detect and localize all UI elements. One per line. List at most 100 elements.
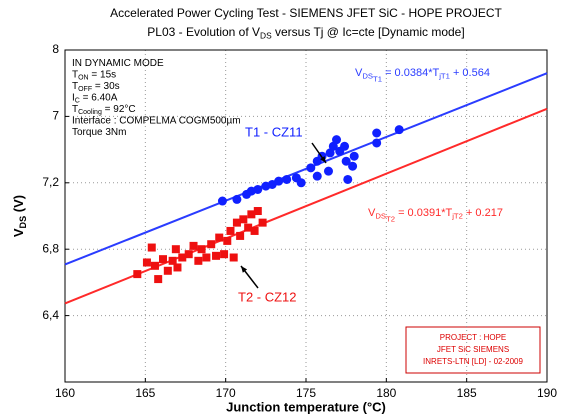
point	[323, 166, 333, 176]
point	[215, 233, 224, 242]
series-label: T2 - CZ12	[238, 289, 297, 304]
point	[232, 218, 241, 227]
x-tick-label: 175	[296, 386, 316, 400]
point	[178, 253, 187, 262]
text-part: T	[72, 81, 78, 92]
point	[197, 245, 206, 254]
point	[236, 231, 245, 240]
text-part: V	[355, 67, 363, 79]
text-part: T	[72, 69, 78, 80]
point	[226, 226, 235, 235]
point	[253, 184, 263, 194]
y-tick-label: 7,2	[42, 175, 59, 189]
point	[229, 253, 238, 262]
point	[244, 223, 253, 232]
text-part: Interface : COMPELMA COGM500µm	[72, 115, 241, 126]
x-tick-label: 190	[537, 386, 557, 400]
y-tick-label: 7	[52, 109, 59, 123]
text-part: Torque 3Nm	[72, 127, 126, 138]
y-tick-label: 8	[52, 42, 59, 56]
project-box	[405, 326, 541, 374]
point	[296, 178, 306, 188]
text-part: PL03 - Evolution of V	[147, 25, 260, 39]
text-part: V	[11, 228, 26, 237]
text-part: T	[72, 104, 78, 115]
point	[217, 196, 227, 206]
condition: TCooling = 92°C	[72, 104, 136, 116]
text-part: = 0.0391*T	[395, 207, 452, 219]
point	[173, 263, 182, 272]
text-part: jT2	[451, 211, 463, 220]
x-axis-label: Junction temperature (°C)	[226, 399, 386, 414]
text-part: ON	[78, 74, 89, 81]
point	[340, 141, 350, 151]
project-text: JFET SiC SIEMENS	[437, 345, 509, 354]
point	[349, 151, 359, 161]
text-part: C	[75, 97, 80, 104]
y-tick-label: 6,8	[42, 241, 59, 255]
point	[232, 194, 242, 204]
point	[258, 218, 267, 227]
text-part: T1	[373, 75, 382, 84]
text-part: Cooling	[78, 109, 102, 116]
point	[372, 128, 382, 138]
project-text: INRETS-LTN [LD] - 02-2009	[423, 357, 523, 366]
point	[142, 258, 151, 267]
text-part: Accelerated Power Cycling Test - SIEMENS…	[110, 6, 502, 20]
point	[250, 226, 259, 235]
y-axis-label: VDS (V)	[11, 195, 28, 237]
point	[394, 125, 404, 135]
condition: Torque 3Nm	[72, 127, 126, 138]
point	[150, 261, 159, 270]
point	[154, 275, 163, 284]
point	[189, 241, 198, 250]
text-part: = 15s	[89, 69, 117, 80]
point	[194, 256, 203, 265]
text-part: = 92°C	[102, 104, 136, 115]
condition: IC = 6.40A	[72, 92, 118, 104]
text-part: = 0.0384*T	[382, 67, 439, 79]
point	[171, 245, 180, 254]
condition: TON = 15s	[72, 69, 116, 81]
point	[274, 176, 284, 186]
project-text: PROJECT : HOPE	[440, 333, 507, 342]
condition: Interface : COMPELMA COGM500µm	[72, 115, 241, 126]
text-part: DS	[260, 31, 272, 41]
text-part: + 0.217	[463, 207, 503, 219]
text-part: T2	[386, 215, 395, 224]
text-part: OFF	[78, 86, 92, 93]
point	[372, 138, 382, 148]
point	[341, 156, 351, 166]
point	[247, 210, 256, 219]
point	[312, 171, 322, 181]
point	[282, 174, 292, 184]
point	[202, 253, 211, 262]
point	[332, 135, 342, 145]
x-tick-label: 170	[216, 386, 236, 400]
point	[184, 250, 193, 259]
point	[220, 250, 229, 259]
y-tick-label: 6,4	[42, 308, 59, 322]
text-part: DS	[362, 71, 373, 80]
chart-title: Accelerated Power Cycling Test - SIEMENS…	[110, 6, 502, 20]
arrow-head	[320, 156, 326, 163]
text-part: + 0.564	[450, 67, 490, 79]
point	[348, 161, 358, 171]
fit-line	[64, 107, 548, 305]
point	[253, 207, 262, 216]
text-part: jT1	[438, 71, 450, 80]
fit-equation: VDST1 = 0.0384*TjT1 + 0.564	[355, 67, 490, 84]
point	[239, 215, 248, 224]
point	[212, 251, 221, 260]
arrow-head	[241, 266, 248, 273]
fit-line	[64, 72, 548, 266]
text-part: DS	[375, 211, 386, 220]
text-part: = 6.40A	[80, 92, 118, 103]
plot-frame	[64, 49, 548, 383]
point	[147, 243, 156, 252]
x-tick-label: 160	[55, 386, 75, 400]
chart-title: PL03 - Evolution of VDS versus Tj @ Ic=c…	[147, 25, 464, 41]
point	[159, 255, 168, 264]
text-part: = 30s	[92, 81, 120, 92]
